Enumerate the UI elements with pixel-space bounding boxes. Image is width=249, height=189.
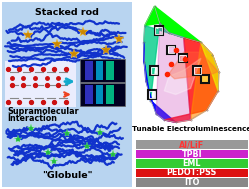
Text: Supramolecular: Supramolecular [8,107,79,115]
Polygon shape [156,23,190,122]
Bar [136,150,248,158]
Bar [179,54,187,62]
Bar [106,85,114,104]
Polygon shape [144,23,184,101]
Bar [96,61,104,80]
Bar [85,85,93,104]
Polygon shape [190,43,219,120]
Polygon shape [169,52,218,79]
Text: Al/LiF: Al/LiF [179,140,204,149]
Bar [5,61,76,108]
Text: Interaction: Interaction [8,114,58,123]
Polygon shape [144,43,176,122]
Polygon shape [164,58,201,94]
Bar [106,61,114,80]
Bar [85,61,93,80]
Polygon shape [201,43,219,91]
Bar [136,159,248,168]
Text: EML: EML [183,159,201,168]
Bar [155,27,162,34]
Text: TPBI: TPBI [182,149,202,159]
Text: "Globule": "Globule" [42,171,92,180]
Text: ITO: ITO [184,178,199,187]
Bar [149,91,155,98]
Bar [96,85,104,104]
Bar [151,67,157,74]
Text: PEDOT:PSS: PEDOT:PSS [167,168,217,177]
Bar [168,46,174,53]
Bar [136,178,248,187]
Bar [148,90,156,99]
Text: Tunable Electroluminescence: Tunable Electroluminescence [132,126,249,132]
Bar [180,55,186,61]
Bar [167,46,175,54]
Bar [154,26,163,35]
Bar [194,67,200,74]
Bar [80,59,125,81]
Polygon shape [145,6,201,43]
Bar [201,74,209,83]
Bar [150,66,158,74]
Text: Stacked rod: Stacked rod [35,8,99,17]
Bar [136,140,248,149]
Polygon shape [164,38,219,122]
Bar [193,66,201,74]
FancyBboxPatch shape [0,0,136,189]
Bar [136,169,248,177]
Bar [80,83,125,106]
